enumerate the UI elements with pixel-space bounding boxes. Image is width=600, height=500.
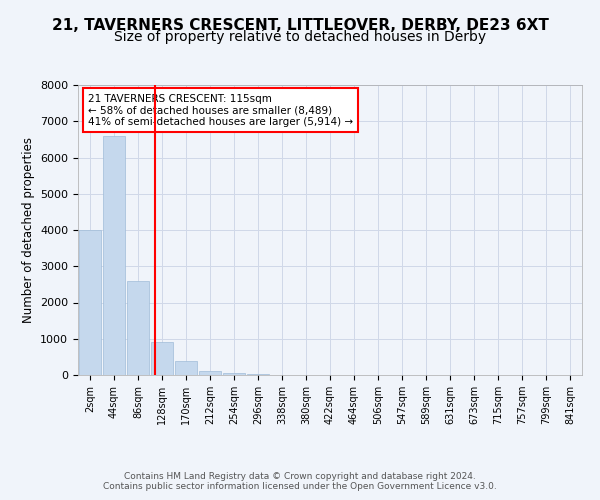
Bar xyxy=(127,281,149,375)
Bar xyxy=(175,360,197,375)
Bar xyxy=(79,230,101,375)
Text: 21 TAVERNERS CRESCENT: 115sqm
← 58% of detached houses are smaller (8,489)
41% o: 21 TAVERNERS CRESCENT: 115sqm ← 58% of d… xyxy=(88,94,353,127)
Y-axis label: Number of detached properties: Number of detached properties xyxy=(22,137,35,323)
Text: 21, TAVERNERS CRESCENT, LITTLEOVER, DERBY, DE23 6XT: 21, TAVERNERS CRESCENT, LITTLEOVER, DERB… xyxy=(52,18,548,32)
Text: Contains public sector information licensed under the Open Government Licence v3: Contains public sector information licen… xyxy=(103,482,497,491)
Bar xyxy=(199,370,221,375)
Bar xyxy=(151,342,173,375)
Bar xyxy=(247,374,269,375)
Text: Size of property relative to detached houses in Derby: Size of property relative to detached ho… xyxy=(114,30,486,44)
Text: Contains HM Land Registry data © Crown copyright and database right 2024.: Contains HM Land Registry data © Crown c… xyxy=(124,472,476,481)
Bar xyxy=(223,373,245,375)
Bar xyxy=(103,136,125,375)
